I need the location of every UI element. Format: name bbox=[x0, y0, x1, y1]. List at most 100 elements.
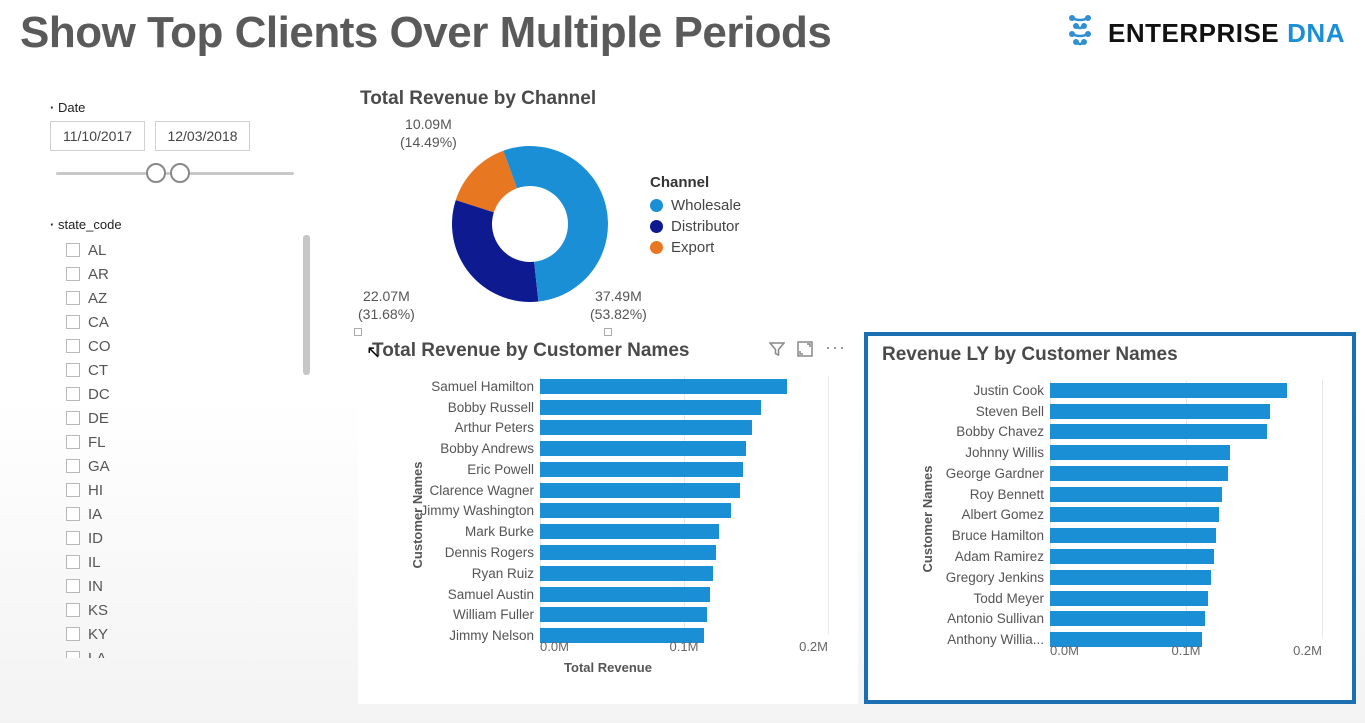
bar-row[interactable]: Mark Burke bbox=[396, 523, 838, 541]
state-item-ct[interactable]: CT bbox=[50, 358, 286, 382]
checkbox-icon[interactable] bbox=[66, 435, 80, 449]
legend-item[interactable]: Distributor bbox=[650, 218, 741, 235]
bar-row[interactable]: Gregory Jenkins bbox=[906, 568, 1332, 586]
resize-handle[interactable] bbox=[604, 328, 612, 336]
bar-label: Johnny Willis bbox=[906, 445, 1044, 460]
donut-slice[interactable] bbox=[452, 200, 538, 302]
bar-row[interactable]: Bruce Hamilton bbox=[906, 527, 1332, 545]
state-label: AR bbox=[88, 266, 109, 283]
state-item-la[interactable]: LA bbox=[50, 646, 286, 658]
checkbox-icon[interactable] bbox=[66, 459, 80, 473]
bar bbox=[540, 587, 710, 602]
date-slicer-label: Date bbox=[50, 100, 300, 115]
bar-row[interactable]: Johnny Willis bbox=[906, 444, 1332, 462]
state-item-ca[interactable]: CA bbox=[50, 310, 286, 334]
panel-header: Revenue LY by Customer Names bbox=[868, 336, 1352, 370]
bar-row[interactable]: Bobby Chavez bbox=[906, 423, 1332, 441]
filter-icon[interactable] bbox=[769, 341, 785, 362]
state-item-hi[interactable]: HI bbox=[50, 478, 286, 502]
bar-chart-ly[interactable]: Revenue LY by Customer Names Customer Na… bbox=[864, 332, 1356, 704]
bar-row[interactable]: George Gardner bbox=[906, 464, 1332, 482]
state-item-ar[interactable]: AR bbox=[50, 262, 286, 286]
x-tick: 0.1M bbox=[1172, 643, 1201, 658]
state-item-il[interactable]: IL bbox=[50, 550, 286, 574]
bar bbox=[1050, 591, 1208, 606]
bar-row[interactable]: Roy Bennett bbox=[906, 485, 1332, 503]
dna-icon bbox=[1060, 10, 1100, 57]
checkbox-icon[interactable] bbox=[66, 315, 80, 329]
state-item-in[interactable]: IN bbox=[50, 574, 286, 598]
bar-label: Clarence Wagner bbox=[396, 483, 534, 498]
checkbox-icon[interactable] bbox=[66, 291, 80, 305]
slider-handle-start[interactable] bbox=[146, 163, 166, 183]
state-label: IL bbox=[88, 554, 101, 571]
bar-row[interactable]: Samuel Austin bbox=[396, 585, 838, 603]
bar-label: Roy Bennett bbox=[906, 487, 1044, 502]
resize-handle[interactable] bbox=[354, 328, 362, 336]
bar-row[interactable]: Bobby Andrews bbox=[396, 440, 838, 458]
checkbox-icon[interactable] bbox=[66, 579, 80, 593]
bar-row[interactable]: Clarence Wagner bbox=[396, 481, 838, 499]
checkbox-icon[interactable] bbox=[66, 339, 80, 353]
date-start-input[interactable]: 11/10/2017 bbox=[50, 121, 145, 151]
state-scrollbar[interactable] bbox=[303, 235, 310, 375]
checkbox-icon[interactable] bbox=[66, 363, 80, 377]
state-item-ia[interactable]: IA bbox=[50, 502, 286, 526]
bar-row[interactable]: Jimmy Washington bbox=[396, 502, 838, 520]
checkbox-icon[interactable] bbox=[66, 531, 80, 545]
legend-label: Wholesale bbox=[671, 197, 741, 214]
date-slider[interactable] bbox=[56, 159, 294, 187]
bar-row[interactable]: Adam Ramirez bbox=[906, 548, 1332, 566]
more-options-icon[interactable]: ··· bbox=[825, 341, 846, 362]
bar-row[interactable]: Steven Bell bbox=[906, 402, 1332, 420]
state-label: KY bbox=[88, 626, 108, 643]
focus-mode-icon[interactable] bbox=[797, 341, 813, 362]
bar-row[interactable]: Antonio Sullivan bbox=[906, 610, 1332, 628]
bar-row[interactable]: Dennis Rogers bbox=[396, 544, 838, 562]
checkbox-icon[interactable] bbox=[66, 603, 80, 617]
x-axis-ticks: 0.0M0.1M0.2M bbox=[1050, 643, 1322, 658]
state-item-dc[interactable]: DC bbox=[50, 382, 286, 406]
checkbox-icon[interactable] bbox=[66, 243, 80, 257]
state-label: AL bbox=[88, 242, 106, 259]
checkbox-icon[interactable] bbox=[66, 627, 80, 641]
state-item-de[interactable]: DE bbox=[50, 406, 286, 430]
bar-row[interactable]: Eric Powell bbox=[396, 460, 838, 478]
bar-row[interactable]: Albert Gomez bbox=[906, 506, 1332, 524]
checkbox-icon[interactable] bbox=[66, 387, 80, 401]
state-item-ky[interactable]: KY bbox=[50, 622, 286, 646]
state-item-ga[interactable]: GA bbox=[50, 454, 286, 478]
legend-title: Channel bbox=[650, 174, 741, 191]
state-item-co[interactable]: CO bbox=[50, 334, 286, 358]
checkbox-icon[interactable] bbox=[66, 507, 80, 521]
state-item-ks[interactable]: KS bbox=[50, 598, 286, 622]
checkbox-icon[interactable] bbox=[66, 411, 80, 425]
x-tick: 0.1M bbox=[670, 639, 699, 654]
slider-handle-end[interactable] bbox=[170, 163, 190, 183]
bar-chart-current[interactable]: Total Revenue by Customer Names ··· Cust… bbox=[358, 332, 858, 704]
bar-row[interactable]: Justin Cook bbox=[906, 381, 1332, 399]
legend-item[interactable]: Export bbox=[650, 239, 741, 256]
bar-row[interactable]: Ryan Ruiz bbox=[396, 564, 838, 582]
date-end-input[interactable]: 12/03/2018 bbox=[155, 121, 250, 151]
state-item-fl[interactable]: FL bbox=[50, 430, 286, 454]
bar-ly-title: Revenue LY by Customer Names bbox=[882, 344, 1178, 366]
bar-label: George Gardner bbox=[906, 466, 1044, 481]
bar-label: Adam Ramirez bbox=[906, 549, 1044, 564]
state-item-al[interactable]: AL bbox=[50, 238, 286, 262]
bar-row[interactable]: Todd Meyer bbox=[906, 589, 1332, 607]
state-item-id[interactable]: ID bbox=[50, 526, 286, 550]
checkbox-icon[interactable] bbox=[66, 267, 80, 281]
checkbox-icon[interactable] bbox=[66, 555, 80, 569]
checkbox-icon[interactable] bbox=[66, 651, 80, 658]
bar-row[interactable]: Bobby Russell bbox=[396, 398, 838, 416]
state-item-az[interactable]: AZ bbox=[50, 286, 286, 310]
bar-row[interactable]: Arthur Peters bbox=[396, 419, 838, 437]
filters-panel: Date 11/10/2017 12/03/2018 state_code AL… bbox=[50, 100, 300, 658]
checkbox-icon[interactable] bbox=[66, 483, 80, 497]
visual-toolbar: ··· bbox=[769, 341, 846, 362]
legend-item[interactable]: Wholesale bbox=[650, 197, 741, 214]
bar-row[interactable]: William Fuller bbox=[396, 606, 838, 624]
bar-row[interactable]: Samuel Hamilton bbox=[396, 377, 838, 395]
bar-label: Bobby Andrews bbox=[396, 441, 534, 456]
